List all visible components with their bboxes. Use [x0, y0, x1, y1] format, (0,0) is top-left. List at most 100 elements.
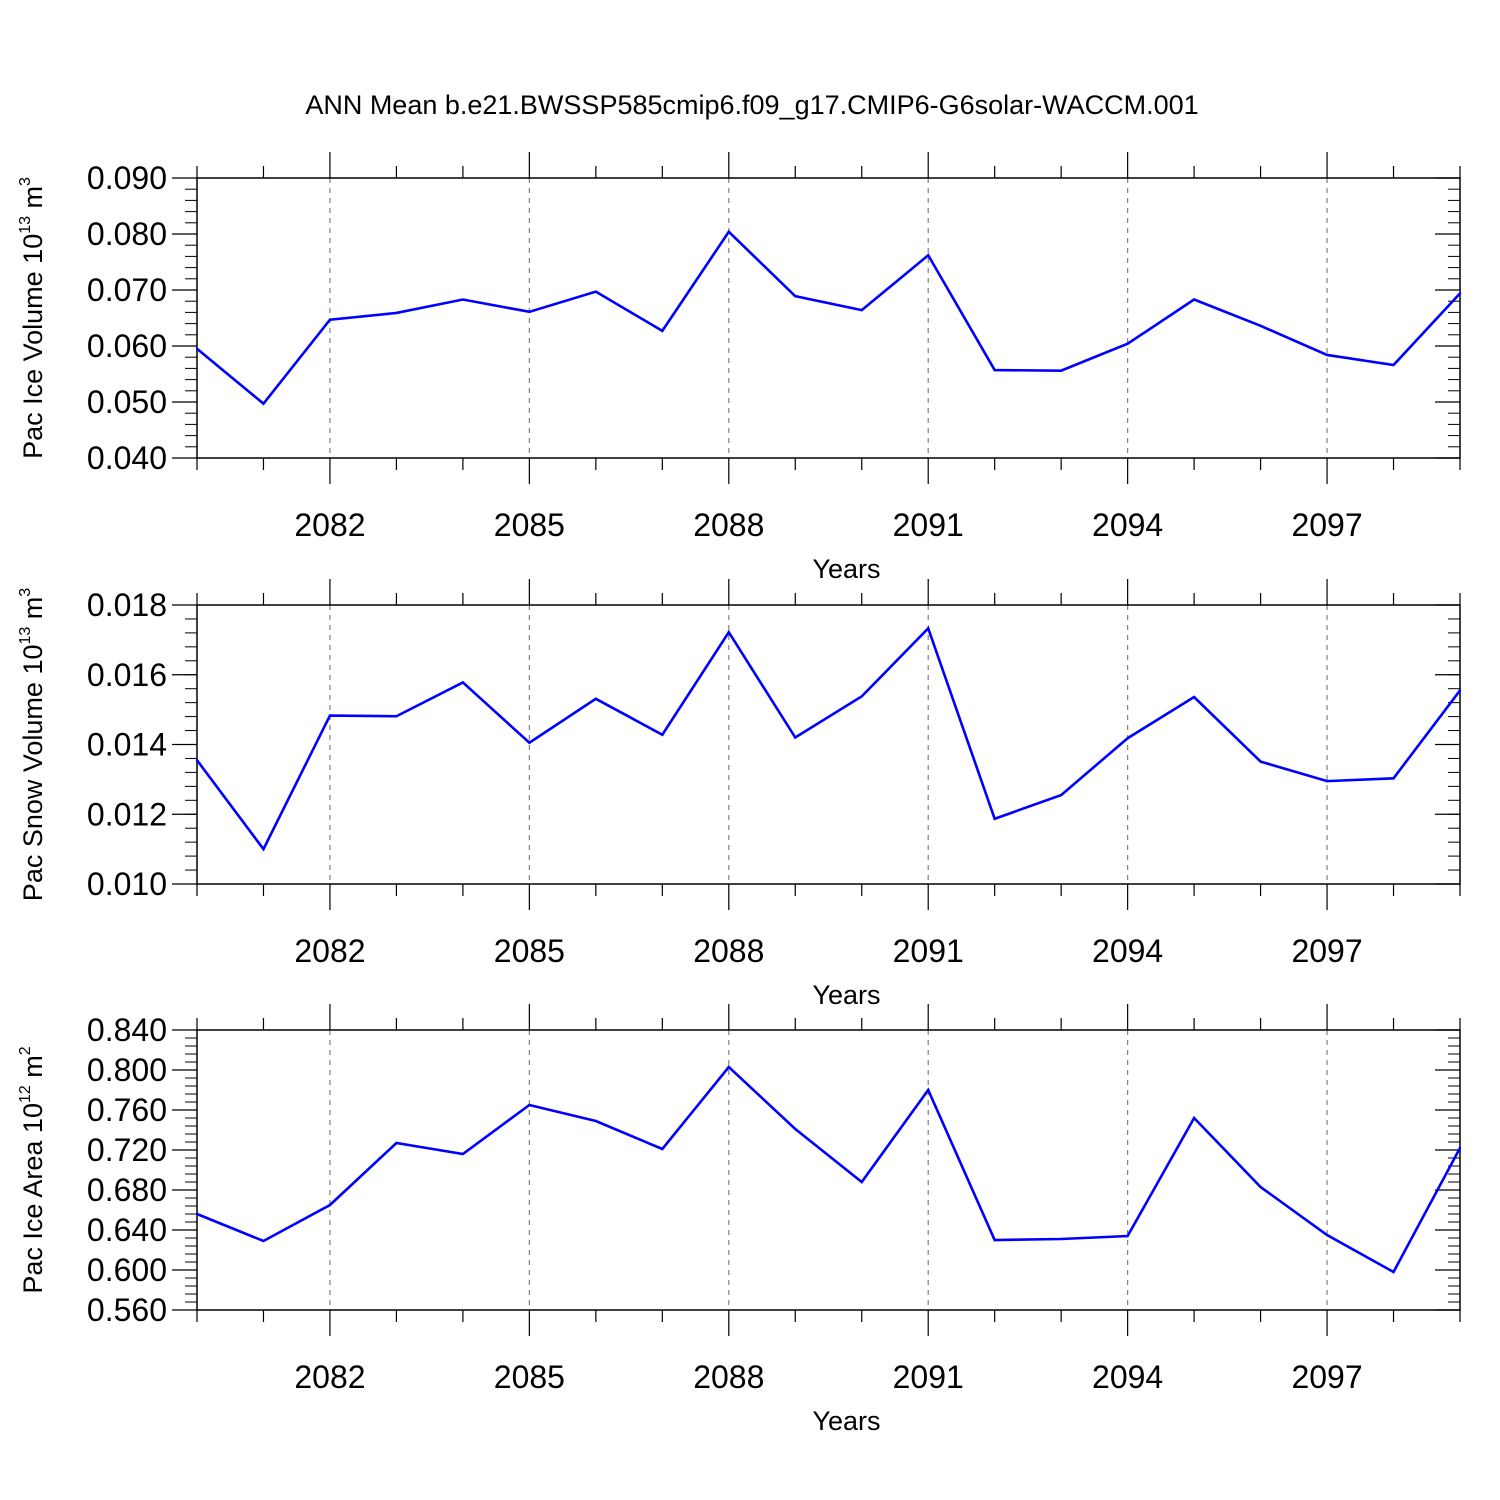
data-point-2085 — [528, 1103, 531, 1107]
data-point-2095 — [1192, 695, 1196, 699]
figure-title: ANN Mean b.e21.BWSSP585cmip6.f09_g17.CMI… — [305, 90, 1198, 120]
data-point-2089 — [794, 736, 797, 739]
x-axis-label: Years — [812, 554, 880, 584]
data-point-2096 — [1259, 760, 1262, 763]
y-tick-label: 0.070 — [87, 272, 167, 308]
data-point-2083 — [395, 1141, 398, 1145]
x-tick-label-2082: 2082 — [294, 1359, 365, 1395]
x-tick-label-2091: 2091 — [893, 507, 964, 543]
data-point-2092 — [993, 368, 996, 372]
data-point-2087 — [661, 733, 664, 736]
data-point-2094 — [1126, 342, 1129, 345]
data-point-2083 — [395, 715, 398, 718]
x-tick-label-2097: 2097 — [1291, 1359, 1362, 1395]
data-point-2080 — [195, 758, 199, 762]
data-point-2091 — [927, 254, 930, 257]
y-axis-label-unit-exponent: 2 — [17, 1046, 34, 1055]
data-point-2099 — [1458, 1146, 1462, 1150]
data-point-2081 — [262, 1239, 265, 1243]
y-axis-label-text: Pac Snow Volume 10 — [18, 645, 48, 902]
data-point-2084 — [461, 681, 465, 684]
y-axis-label-unit: m — [18, 1055, 48, 1085]
data-point-2098 — [1392, 1270, 1395, 1274]
y-tick-label: 0.080 — [87, 216, 167, 252]
data-point-2086 — [594, 697, 598, 701]
data-point-2087 — [661, 1147, 664, 1151]
data-point-2082 — [328, 1203, 332, 1207]
y-tick-label: 0.760 — [87, 1092, 167, 1128]
y-axis-label-exponent: 13 — [17, 627, 34, 645]
data-point-2099 — [1458, 292, 1462, 295]
x-axis-label: Years — [812, 980, 880, 1010]
data-point-2088 — [727, 1065, 730, 1069]
x-tick-label-2094: 2094 — [1092, 933, 1163, 969]
y-tick-label: 0.014 — [87, 727, 167, 763]
y-axis-label-unit-exponent: 3 — [17, 177, 34, 186]
plot-frame — [196, 177, 1461, 459]
x-tick-label-2094: 2094 — [1092, 507, 1163, 543]
data-point-2083 — [395, 311, 398, 315]
y-tick-label: 0.560 — [87, 1292, 167, 1328]
panel-1: 0.040 0.050 0.060 0.070 0.080 0.090 2082 2085 20… — [17, 152, 1462, 584]
y-tick-label: 0.640 — [87, 1212, 167, 1248]
y-tick-label: 0.720 — [87, 1132, 167, 1168]
x-tick-label-2082: 2082 — [294, 507, 365, 543]
data-point-2081 — [262, 847, 265, 851]
data-point-2086 — [594, 290, 598, 293]
y-axis-label: Pac Ice Volume 1013 m3 — [17, 177, 48, 459]
data-point-2098 — [1392, 363, 1395, 367]
data-point-2090 — [860, 308, 863, 312]
data-point-2082 — [328, 318, 332, 321]
y-tick-label: 0.800 — [87, 1052, 167, 1088]
data-point-2090 — [860, 1180, 863, 1184]
data-point-2080 — [195, 347, 199, 350]
x-axis-label: Years — [812, 1406, 880, 1436]
data-point-2081 — [262, 402, 265, 405]
data-point-2084 — [461, 1152, 465, 1156]
data-point-2099 — [1458, 689, 1462, 692]
data-point-2084 — [461, 298, 465, 301]
plot-frame — [196, 1029, 1461, 1311]
y-axis-label: Pac Snow Volume 1013 m3 — [17, 588, 48, 901]
y-tick-label: 0.016 — [87, 657, 167, 693]
data-point-2087 — [661, 329, 664, 333]
y-tick-label: 0.012 — [87, 796, 167, 832]
y-tick-label: 0.090 — [87, 160, 167, 196]
data-point-2089 — [794, 294, 797, 298]
panel-2: 0.010 0.012 0.014 0.016 0.018 2082 2085 2088 209… — [17, 579, 1462, 1010]
y-axis-label: Pac Ice Area 1012 m2 — [17, 1046, 48, 1293]
x-tick-label-2085: 2085 — [494, 1359, 565, 1395]
data-point-2080 — [195, 1212, 199, 1216]
x-tick-label-2091: 2091 — [893, 933, 964, 969]
data-point-2088 — [727, 631, 730, 634]
x-tick-label-2082: 2082 — [294, 933, 365, 969]
data-point-2085 — [528, 310, 531, 314]
data-point-2094 — [1126, 737, 1129, 740]
y-axis-label-unit: m — [18, 597, 48, 627]
data-point-2097 — [1325, 779, 1329, 783]
x-tick-label-2091: 2091 — [893, 1359, 964, 1395]
y-tick-label: 0.600 — [87, 1252, 167, 1288]
y-tick-label: 0.040 — [87, 440, 167, 476]
data-point-2091 — [927, 1088, 930, 1092]
data-point-2096 — [1259, 1185, 1262, 1189]
data-point-2090 — [860, 695, 863, 698]
data-point-2088 — [727, 230, 730, 233]
data-point-2097 — [1325, 353, 1329, 357]
series-line — [195, 625, 1462, 852]
y-tick-label: 0.680 — [87, 1172, 167, 1208]
data-point-2092 — [993, 817, 996, 820]
y-axis-label-text: Pac Ice Area 10 — [18, 1103, 48, 1294]
y-tick-label: 0.010 — [87, 866, 167, 902]
y-tick-label: 0.840 — [87, 1012, 167, 1048]
y-axis-label-text: Pac Ice Volume 10 — [18, 234, 48, 459]
plot-frame — [196, 604, 1461, 885]
data-point-2093 — [1059, 793, 1063, 797]
data-point-2082 — [328, 714, 332, 717]
series-line — [196, 1065, 1462, 1274]
y-tick-label: 0.050 — [87, 384, 167, 420]
data-point-2091 — [927, 627, 930, 630]
data-point-2094 — [1126, 1234, 1129, 1238]
